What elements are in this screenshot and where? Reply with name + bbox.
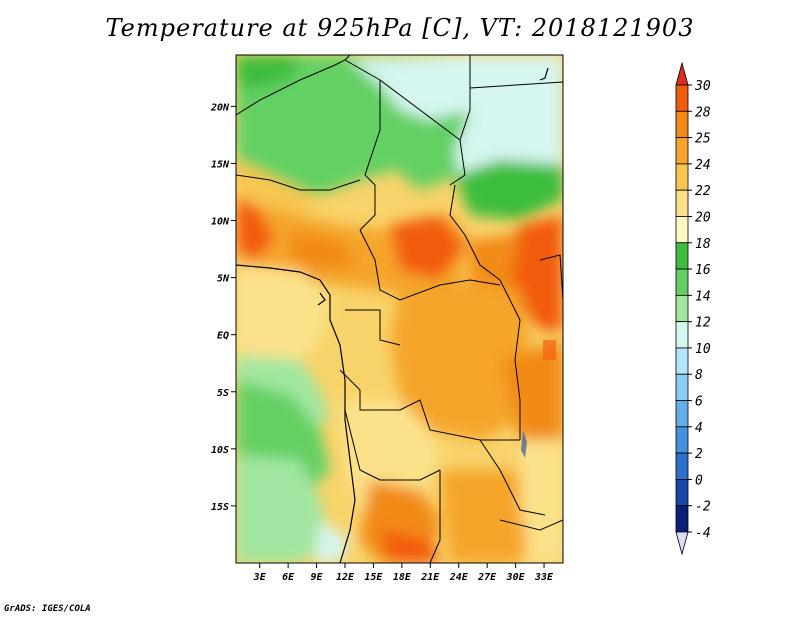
colorbar-label: 8: [695, 368, 703, 383]
colorbar-label: 25: [695, 132, 711, 147]
lon-tick-label: 18E: [393, 572, 412, 583]
colorbar-label: 4: [695, 421, 703, 436]
footer-credit: GrADS: IGES/COLA: [4, 604, 91, 614]
lon-tick-label: 3E: [253, 572, 267, 583]
colorbar-swatch: [675, 268, 689, 296]
colorbar-label: 24: [695, 158, 711, 173]
colorbar-swatch: [675, 505, 689, 533]
colorbar-label: 16: [695, 263, 711, 278]
lon-tick-label: 33E: [534, 572, 554, 583]
colorbar-label: -2: [695, 500, 711, 515]
country-borders: [236, 55, 563, 563]
colorbar-min-triangle: [675, 531, 689, 556]
temperature-field: [236, 55, 563, 563]
lon-tick-label: 27E: [477, 572, 497, 583]
colorbar-swatch: [675, 452, 689, 480]
lat-tick-label: 10S: [211, 445, 229, 456]
map-frame: [235, 54, 564, 564]
colorbar-swatch: [675, 294, 689, 323]
colorbar-swatch: [675, 110, 689, 138]
lon-tick-label: 9E: [311, 572, 324, 583]
lat-tick-label: 15S: [211, 502, 229, 513]
lon-tick-label: 30E: [506, 572, 526, 583]
longitude-axis: 3E 6E 9E 12E 15E 18E 21E 24E 27E 30E 33E: [253, 563, 554, 583]
lat-tick-label: 5S: [217, 388, 229, 399]
colorbar-label: 30: [694, 79, 711, 94]
colorbar-swatch: [675, 321, 689, 349]
colorbar-swatch: [675, 84, 689, 112]
lat-tick-label: EQ: [217, 331, 229, 342]
colorbar-swatch: [675, 373, 689, 401]
colorbar-swatch: [675, 216, 689, 244]
colorbar-swatch: [675, 242, 689, 270]
latitude-axis: 20N 15N 10N 5N EQ 5S 10S 15S: [210, 102, 236, 513]
colorbar-label: 6: [695, 395, 703, 410]
lon-tick-label: 24E: [449, 572, 469, 583]
map-title: Temperature at 925hPa [C], VT: 201812190…: [105, 14, 695, 42]
colorbar-label: -4: [695, 526, 711, 541]
colorbar-swatch: [675, 189, 689, 217]
lat-tick-label: 20N: [210, 102, 230, 113]
colorbar-label: 10: [695, 342, 711, 357]
lon-tick-label: 21E: [420, 572, 440, 583]
colorbar-swatch: [675, 347, 689, 375]
colorbar-swatch: [675, 163, 689, 191]
lon-tick-label: 15E: [364, 572, 383, 583]
colorbar-label: 2: [695, 447, 703, 462]
lat-tick-label: 5N: [217, 274, 230, 285]
colorbar-max-triangle: [675, 61, 689, 86]
colorbar-label: 28: [695, 105, 711, 120]
coastline: [236, 67, 549, 563]
colorbar-swatch: [675, 400, 689, 428]
lat-tick-label: 10N: [211, 217, 230, 228]
colorbar-label: 14: [695, 289, 711, 304]
colorbar-label: 12: [695, 316, 711, 331]
colorbar-label: 20: [695, 210, 711, 225]
colorbar-label: 18: [695, 237, 711, 252]
colorbar-swatch: [675, 137, 689, 165]
colorbar-swatch: [675, 479, 689, 507]
colorbar-label: 0: [695, 473, 703, 488]
colorbar-swatch: [675, 426, 689, 454]
lat-tick-label: 15N: [211, 159, 230, 170]
lon-tick-label: 12E: [336, 572, 355, 583]
colorbar-label: 22: [695, 184, 711, 199]
lon-tick-label: 6E: [282, 572, 295, 583]
